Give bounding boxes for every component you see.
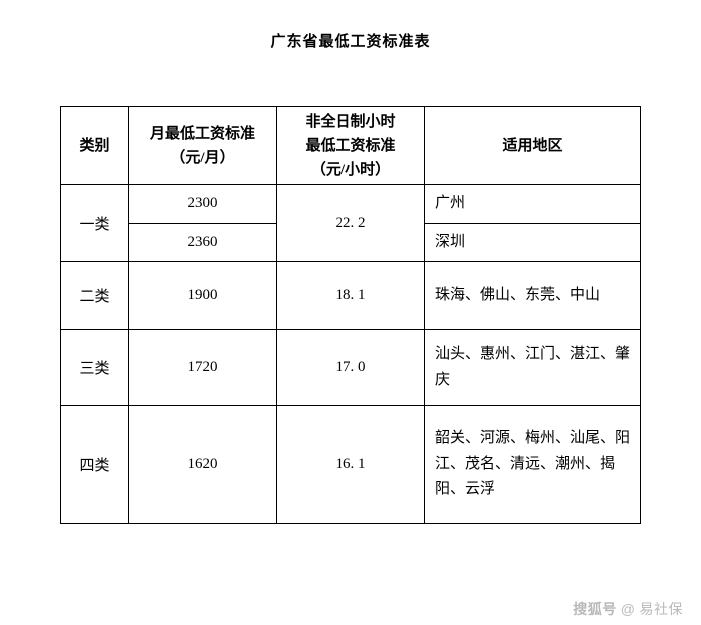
cell-hourly: 16. 1 [277,406,425,524]
cell-monthly: 1720 [129,330,277,406]
cell-hourly: 22. 2 [277,185,425,262]
watermark-name: 易社保 [640,599,684,619]
table-row: 三类 1720 17. 0 汕头、惠州、江门、湛江、肇庆 [61,330,641,406]
table-row: 四类 1620 16. 1 韶关、河源、梅州、汕尾、阳江、茂名、清远、潮州、揭阳… [61,406,641,524]
watermark-brand: 搜狐号 [573,599,617,619]
cell-area: 珠海、佛山、东莞、中山 [425,262,641,330]
header-category: 类别 [61,107,129,185]
table-row: 一类 2300 22. 2 广州 [61,185,641,224]
cell-hourly: 17. 0 [277,330,425,406]
header-hourly: 非全日制小时最低工资标准（元/小时） [277,107,425,185]
cell-area: 广州 [425,185,641,224]
header-area: 适用地区 [425,107,641,185]
wage-table: 类别 月最低工资标准（元/月） 非全日制小时最低工资标准（元/小时） 适用地区 … [60,106,641,524]
document-container: 广东省最低工资标准表 类别 月最低工资标准（元/月） 非全日制小时最低工资标准（… [0,0,701,524]
cell-area: 汕头、惠州、江门、湛江、肇庆 [425,330,641,406]
watermark-at: @ [621,601,636,617]
cell-area: 深圳 [425,223,641,262]
table-header-row: 类别 月最低工资标准（元/月） 非全日制小时最低工资标准（元/小时） 适用地区 [61,107,641,185]
cell-hourly: 18. 1 [277,262,425,330]
cell-category: 四类 [61,406,129,524]
cell-monthly: 1900 [129,262,277,330]
cell-monthly: 2360 [129,223,277,262]
cell-category: 二类 [61,262,129,330]
cell-category: 三类 [61,330,129,406]
header-monthly: 月最低工资标准（元/月） [129,107,277,185]
cell-category: 一类 [61,185,129,262]
watermark: 搜狐号 @ 易社保 [573,599,683,619]
document-title: 广东省最低工资标准表 [60,30,641,51]
cell-monthly: 1620 [129,406,277,524]
table-row: 二类 1900 18. 1 珠海、佛山、东莞、中山 [61,262,641,330]
cell-monthly: 2300 [129,185,277,224]
cell-area: 韶关、河源、梅州、汕尾、阳江、茂名、清远、潮州、揭阳、云浮 [425,406,641,524]
